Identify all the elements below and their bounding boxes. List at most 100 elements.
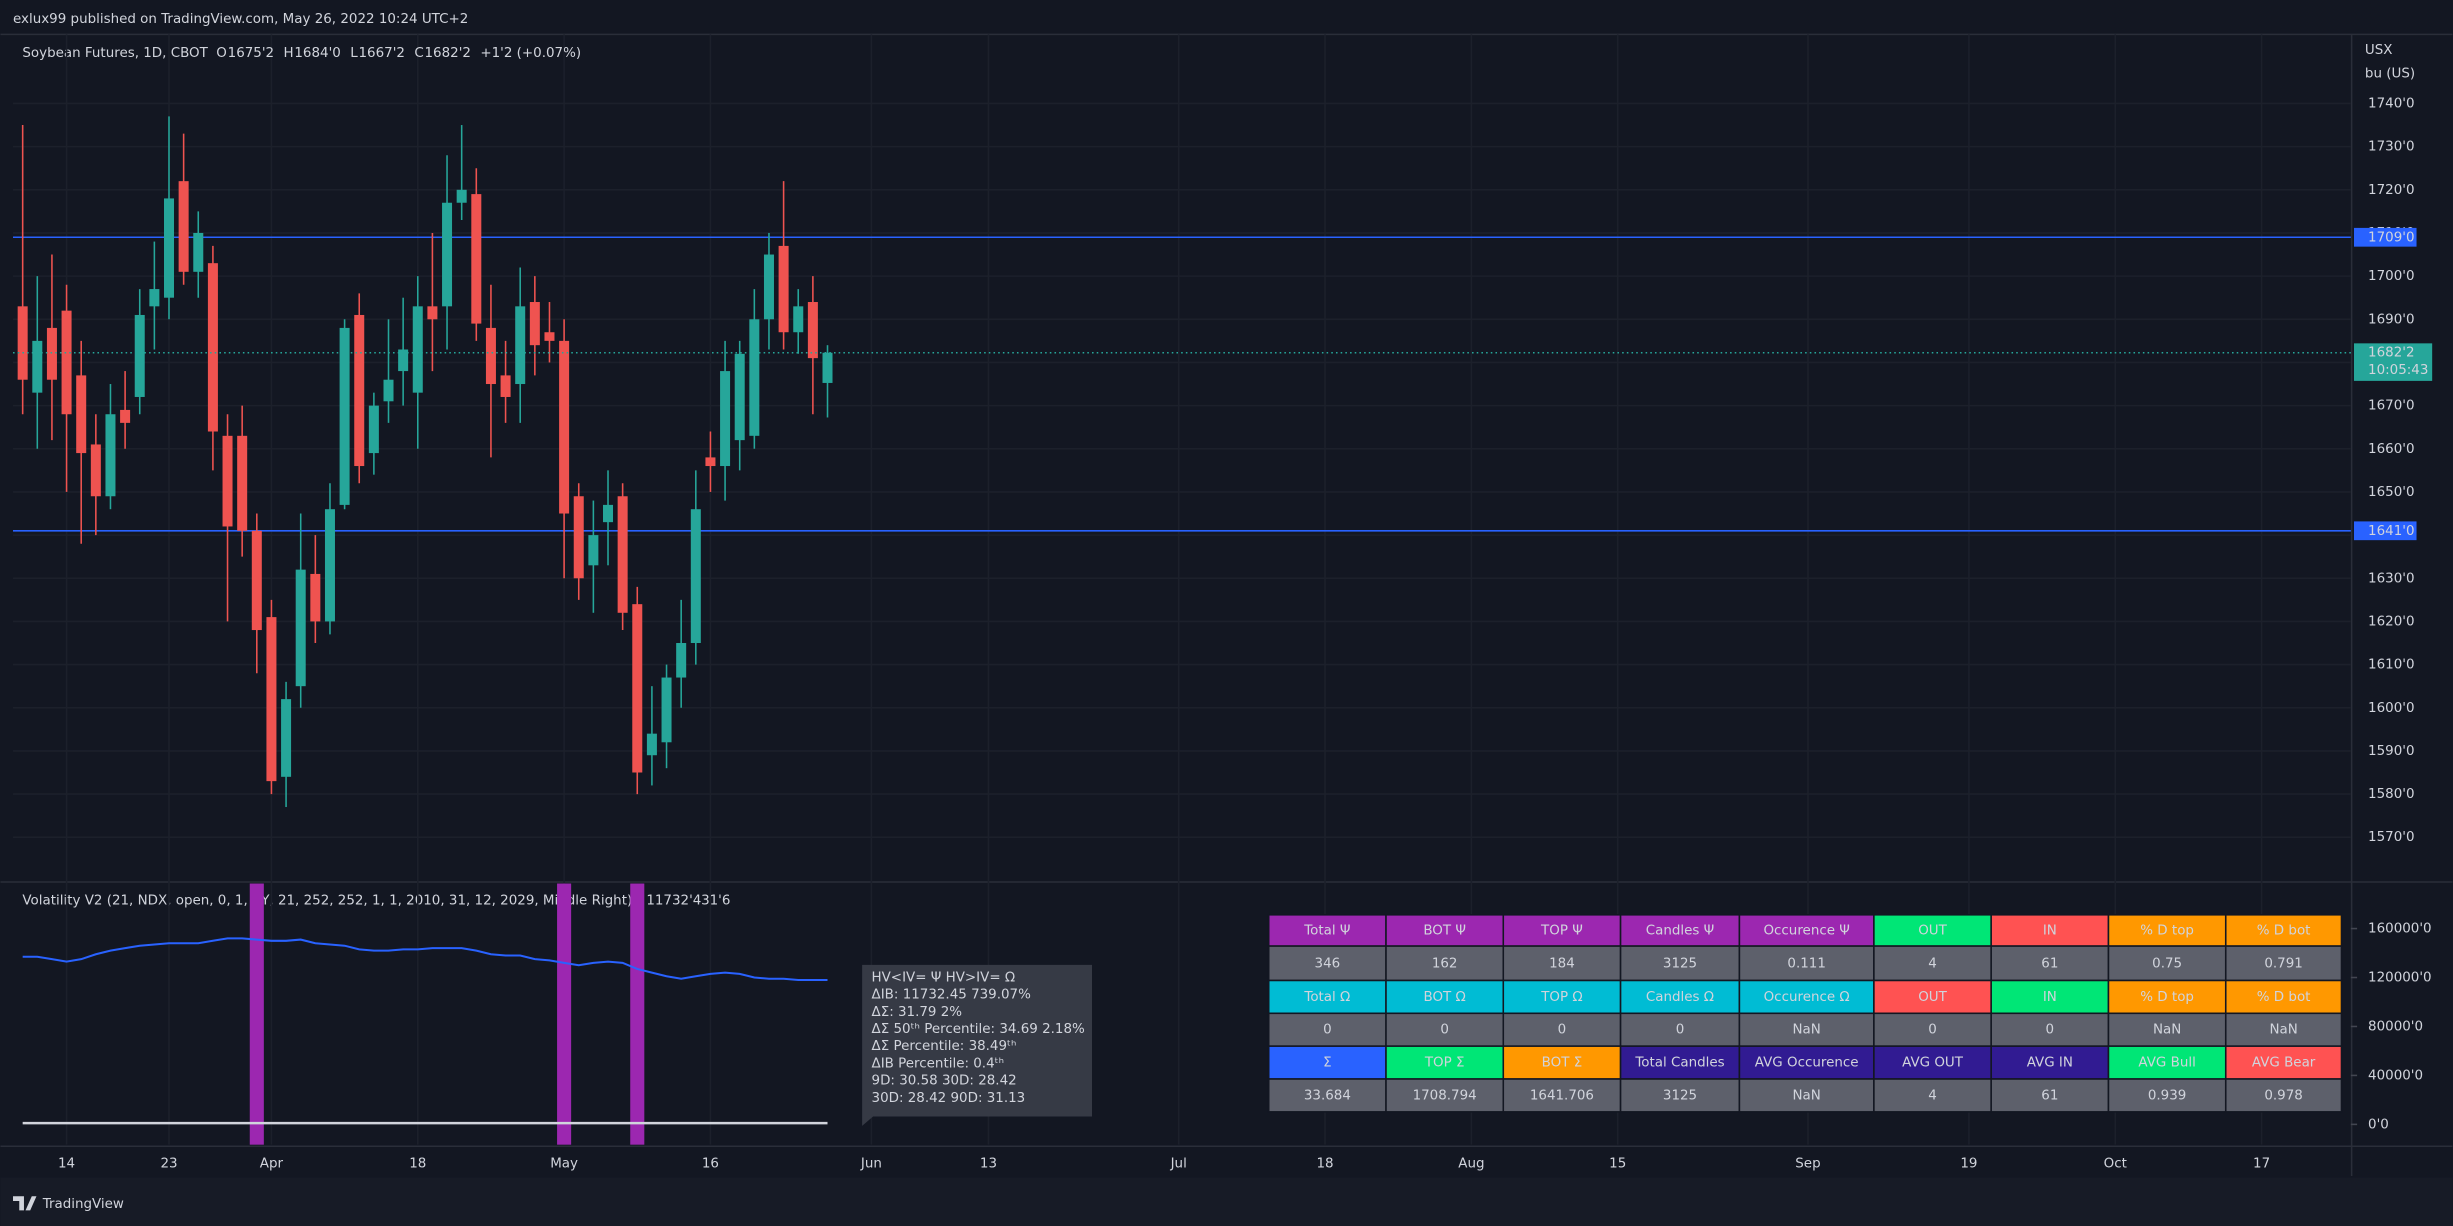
candle-body [295, 569, 306, 687]
y-tick-label: 1740'0 [2368, 96, 2414, 111]
brand: TradingView [42, 1197, 124, 1212]
table-text: Total Ω [1303, 990, 1350, 1005]
candle-body [149, 289, 160, 307]
candle-body [222, 435, 233, 527]
candle-body [471, 194, 482, 324]
table-text: Occurence Ψ [1763, 923, 1849, 938]
tooltip-line: ΔΣ: 31.79 2% [872, 1005, 963, 1020]
y-tick-label: 120000'0 [2368, 971, 2432, 986]
y-tick-label: 1570'0 [2368, 830, 2414, 845]
candle-body [646, 733, 657, 756]
candle-body [354, 314, 365, 467]
table-cell [1385, 1078, 1505, 1113]
candle-body [442, 202, 453, 307]
tooltip-box [862, 964, 1093, 1126]
candle-body [324, 509, 335, 622]
candle-body [456, 189, 467, 203]
table-text: 184 [1549, 956, 1575, 971]
table-text: Total Ψ [1303, 923, 1350, 938]
table-text: AVG Bear [2252, 1056, 2316, 1071]
candle-body [427, 306, 438, 320]
table-cell [2224, 1045, 2343, 1080]
table-cell [2107, 945, 2227, 982]
table-text: OUT [1918, 990, 1947, 1005]
highlight-bar [249, 883, 264, 1145]
footer-bar [0, 1177, 2453, 1226]
table-text: % D top [2140, 923, 2194, 938]
table-text: % D bot [2257, 923, 2311, 938]
tooltip-line: 30D: 28.42 90D: 31.13 [872, 1091, 1026, 1106]
candle-body [705, 457, 716, 467]
y-tick-label: 1610'0 [2368, 658, 2414, 673]
table-text: 0 [1440, 1023, 1449, 1038]
table-text: 61 [2041, 1088, 2058, 1103]
table-cell [1873, 1078, 1992, 1113]
candle-body [76, 375, 87, 454]
quote-text: 1667'2 [359, 46, 405, 61]
table-cell [2224, 945, 2343, 982]
table-cell [1619, 1012, 1741, 1047]
y-tick-label: 1580'0 [2368, 787, 2414, 802]
table-text: AVG Occurence [1755, 1056, 1859, 1071]
table-cell [1502, 1078, 1622, 1113]
candle-body [105, 414, 116, 497]
x-tick-label: 16 [702, 1156, 719, 1171]
price-label: 1641'0 [2368, 524, 2414, 539]
y-tick-label: 1720'0 [2368, 183, 2414, 198]
table-cell [1267, 979, 1387, 1015]
y-tick-label: 1670'0 [2368, 399, 2414, 414]
x-tick-label: Sep [1795, 1156, 1820, 1171]
table-cell [2107, 1045, 2227, 1080]
price-label-box [2353, 227, 2417, 247]
y-tick-label: 1620'0 [2368, 614, 2414, 629]
table-cell [1619, 979, 1741, 1015]
table-text: 346 [1315, 956, 1341, 971]
candle-body [603, 504, 614, 523]
table-text: 0.791 [2264, 956, 2302, 971]
candle-body [632, 604, 643, 773]
candle-body [515, 306, 526, 385]
axis-unit: bu (US) [2365, 66, 2415, 81]
candle-body [134, 314, 145, 397]
candle-body [310, 573, 321, 622]
candle-body [822, 352, 833, 383]
candle-body [676, 643, 687, 678]
table-cell [2224, 914, 2343, 947]
table-text: NaN [2153, 1023, 2181, 1038]
table-cell [1619, 1078, 1741, 1113]
table-text: Candles Ψ [1646, 923, 1715, 938]
table-text: TOP Ω [1540, 990, 1582, 1005]
table-text: IN [2043, 990, 2057, 1005]
indicator-title: Volatility V2 (21, NDX, open, 0, 1, XY, … [22, 894, 632, 909]
footer-logo [13, 1196, 37, 1211]
candle-body [46, 327, 57, 380]
last-price-label: 1682'2 [2368, 346, 2414, 361]
table-text: 3125 [1663, 1088, 1697, 1103]
table-text: 61 [2041, 956, 2058, 971]
table-text: 1708.794 [1413, 1088, 1477, 1103]
tooltip-line: ΔΣ Percentile: 38.49ᵗʰ [872, 1039, 1017, 1054]
table-cell [1502, 1045, 1622, 1080]
y-tick-label: 1630'0 [2368, 571, 2414, 586]
candle-body [485, 327, 496, 385]
x-tick-label: 18 [1316, 1156, 1333, 1171]
indicator-value: 31'6 [701, 894, 730, 909]
table-cell [1385, 1045, 1505, 1080]
y-tick-label: 40000'0 [2368, 1068, 2423, 1083]
table-text: 0 [2046, 1023, 2055, 1038]
table-cell [1385, 979, 1505, 1015]
table-cell [1267, 914, 1387, 947]
candle-body [32, 340, 43, 393]
table-cell [2107, 914, 2227, 947]
table-cell [1738, 945, 1875, 982]
y-tick-label: 1700'0 [2368, 269, 2414, 284]
table-text: BOT Ω [1423, 990, 1465, 1005]
x-tick-label: 13 [980, 1156, 997, 1171]
table-text: IN [2043, 923, 2057, 938]
quote-text: 1675'2 [228, 46, 274, 61]
candle-body [749, 319, 760, 436]
x-tick-label: 19 [1960, 1156, 1977, 1171]
last-price-box [2353, 343, 2433, 381]
candle-body [368, 405, 379, 454]
